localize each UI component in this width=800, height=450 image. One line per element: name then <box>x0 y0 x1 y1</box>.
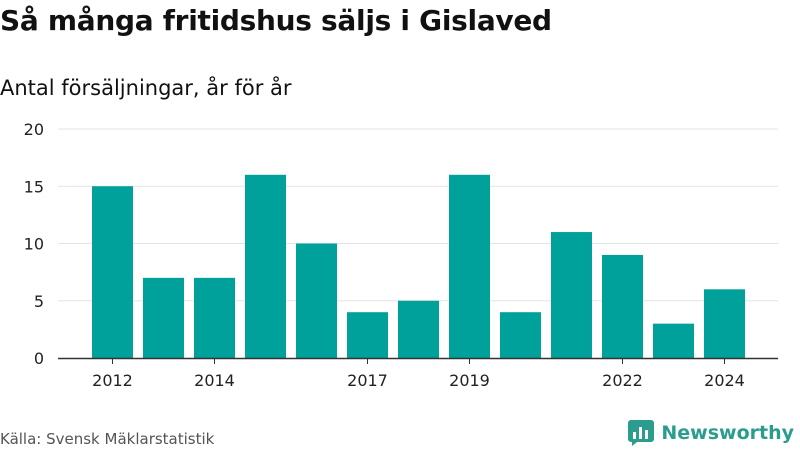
chart-subtitle: Antal försäljningar, år för år <box>0 76 292 100</box>
newsworthy-brand[interactable]: Newsworthy <box>628 420 794 446</box>
bar-2023 <box>653 323 694 358</box>
y-tick-label: 20 <box>24 120 44 139</box>
x-tick-label: 2022 <box>602 371 643 390</box>
bar-2022 <box>602 254 643 358</box>
brand-name: Newsworthy <box>661 422 794 444</box>
bar-chart-logo-icon <box>628 420 655 446</box>
x-tick-label: 2012 <box>92 371 133 390</box>
x-tick-label: 2014 <box>194 371 235 390</box>
bar-2013 <box>143 277 184 358</box>
source-note: Källa: Svensk Mäklarstatistik <box>0 430 215 448</box>
bar-2019 <box>449 174 490 358</box>
chart-title: Så många fritidshus säljs i Gislaved <box>0 4 552 37</box>
x-tick-label: 2024 <box>704 371 745 390</box>
bar-2024 <box>704 289 745 358</box>
bar-2020 <box>500 312 541 358</box>
y-tick-label: 5 <box>34 292 44 311</box>
y-tick-label: 15 <box>24 177 44 196</box>
bar-2021 <box>551 232 592 358</box>
x-tick-label: 2017 <box>347 371 388 390</box>
bar-2015 <box>245 174 286 358</box>
bar-2014 <box>194 277 235 358</box>
y-tick-label: 0 <box>34 349 44 368</box>
x-tick-label: 2019 <box>449 371 490 390</box>
bar-2016 <box>296 243 337 358</box>
y-tick-label: 10 <box>24 235 44 254</box>
bar-2012 <box>92 186 133 358</box>
bar-2017 <box>347 312 388 358</box>
bar-2018 <box>398 300 439 358</box>
